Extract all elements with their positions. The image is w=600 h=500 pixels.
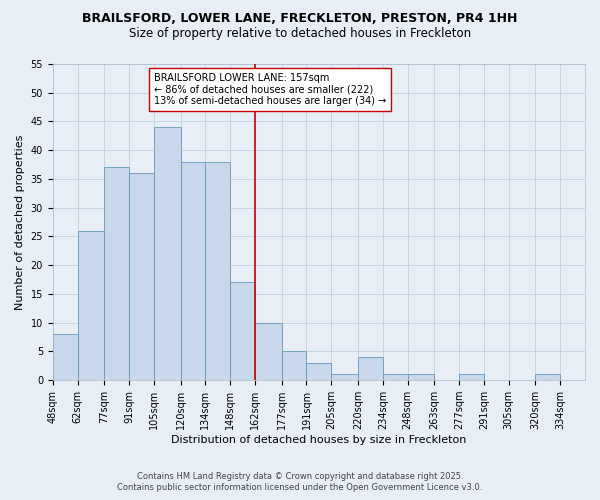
Bar [181, 162, 205, 380]
Bar [255, 322, 281, 380]
Bar [307, 363, 331, 380]
Bar [459, 374, 484, 380]
Bar [358, 357, 383, 380]
Text: Contains HM Land Registry data © Crown copyright and database right 2025.
Contai: Contains HM Land Registry data © Crown c… [118, 472, 482, 492]
Bar [407, 374, 434, 380]
Bar [129, 173, 154, 380]
Bar [535, 374, 560, 380]
X-axis label: Distribution of detached houses by size in Freckleton: Distribution of detached houses by size … [171, 435, 467, 445]
Bar [205, 162, 230, 380]
Text: Size of property relative to detached houses in Freckleton: Size of property relative to detached ho… [129, 28, 471, 40]
Bar [77, 230, 104, 380]
Text: BRAILSFORD LOWER LANE: 157sqm
← 86% of detached houses are smaller (222)
13% of : BRAILSFORD LOWER LANE: 157sqm ← 86% of d… [154, 72, 386, 106]
Bar [331, 374, 358, 380]
Bar [281, 352, 307, 380]
Bar [154, 127, 181, 380]
Text: BRAILSFORD, LOWER LANE, FRECKLETON, PRESTON, PR4 1HH: BRAILSFORD, LOWER LANE, FRECKLETON, PRES… [82, 12, 518, 26]
Bar [53, 334, 77, 380]
Y-axis label: Number of detached properties: Number of detached properties [15, 134, 25, 310]
Bar [383, 374, 407, 380]
Bar [230, 282, 255, 380]
Bar [104, 168, 129, 380]
